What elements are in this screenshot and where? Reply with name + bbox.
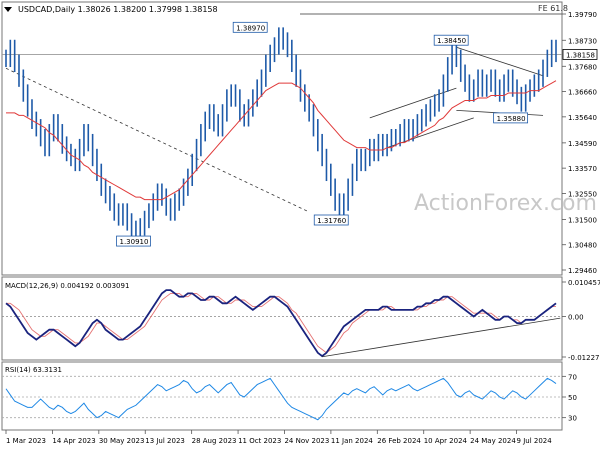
x-tick-label: 26 Feb 2024 (377, 437, 421, 445)
price-y-tick-label: 1.39790 (568, 11, 597, 19)
chart-title: USDCAD,Daily 1.38026 1.38200 1.37998 1.3… (18, 5, 218, 14)
dropdown-triangle-icon[interactable] (4, 7, 12, 12)
price-y-tick-label: 1.30480 (568, 242, 597, 250)
price-annotation-box (232, 21, 268, 33)
price-panel-frame (1, 1, 563, 276)
price-y-tick-label: 1.31500 (568, 216, 597, 224)
fe-61.8-label: FE 61.8 (538, 4, 568, 13)
signal-line (6, 292, 556, 354)
rsi-line (5, 377, 557, 421)
price-annotation-box (116, 235, 151, 247)
current-price-tag (562, 49, 598, 60)
macd-y-tick-label: 0.00 (568, 313, 584, 321)
price-y-tick-label: 1.29460 (568, 267, 597, 275)
x-tick-label: 11 Jan 2024 (331, 437, 374, 445)
rsi-y-tick-label: 50 (568, 394, 577, 402)
price-y-axis: 1.39790 1.38730 1.37680 1.36660 1.35640 1.345… (562, 11, 598, 275)
x-tick-label: 14 Apr 2023 (52, 437, 95, 445)
macd-line (5, 289, 557, 358)
x-tick-label: 28 Aug 2023 (192, 437, 237, 445)
macd-panel-frame (1, 276, 563, 361)
price-y-tick-label: 1.38730 (568, 37, 597, 45)
price-annotation: 1.35880 (497, 115, 526, 123)
channel-upper (369, 87, 457, 119)
x-tick-label: 24 May 2024 (470, 437, 516, 445)
macd-y-tick-label: 0.010457 (568, 279, 600, 287)
x-axis: 1 Mar 2023 14 Apr 2023 30 May 2023 13 Jul 2… (5, 430, 553, 445)
price-y-tick-label: 1.33570 (568, 165, 597, 173)
current-price-label: 1.38158 (566, 51, 595, 59)
price-annotation: 1.38970 (236, 24, 265, 32)
rsi-y-tick-label: 70 (568, 373, 577, 381)
price-annotation: 1.38450 (437, 37, 466, 45)
x-tick-label: 13 Jul 2023 (145, 437, 185, 445)
x-tick-label: 10 Apr 2024 (424, 437, 468, 445)
macd-y-axis: 0.010457 0.00 -0.012276 (562, 279, 600, 362)
price-annotation-box (493, 112, 529, 124)
price-y-tick-label: 1.37680 (568, 63, 597, 71)
price-annotation: 1.30910 (120, 238, 149, 246)
x-tick-label: 11 Oct 2023 (238, 437, 281, 445)
x-tick-label: 1 Mar 2023 (6, 437, 46, 445)
rsi-title: RSI(14) 63.3131 (5, 366, 62, 374)
descending-trendline (5, 67, 310, 213)
price-annotations: 1.38970 1.38450 1.35880 1.31760 1.30910 (116, 21, 529, 247)
macd-title: MACD(12,26,9) 0.004192 0.003091 (5, 282, 129, 290)
price-y-tick-label: 1.34590 (568, 140, 597, 148)
x-tick-label: 24 Nov 2023 (284, 437, 329, 445)
watermark: ActionForex.com (414, 191, 597, 216)
price-annotation-box (313, 214, 349, 226)
rsi-content (2, 375, 562, 421)
price-y-tick-label: 1.35640 (568, 114, 597, 122)
price-annotation-box (433, 34, 469, 46)
ma-line (6, 80, 557, 201)
price-annotation: 1.31760 (317, 217, 346, 225)
price-y-tick-label: 1.32550 (568, 190, 597, 198)
macd-trendline (322, 317, 561, 358)
triangle-upper (456, 46, 544, 77)
macd-content (2, 289, 562, 358)
rsi-y-tick-label: 30 (568, 415, 577, 423)
rsi-y-axis: 70 50 30 (562, 373, 577, 423)
price-y-tick-label: 1.36660 (568, 89, 597, 97)
x-tick-label: 9 Jul 2024 (517, 437, 553, 445)
x-tick-label: 30 May 2023 (99, 437, 145, 445)
macd-y-tick-label: -0.012276 (568, 354, 600, 362)
